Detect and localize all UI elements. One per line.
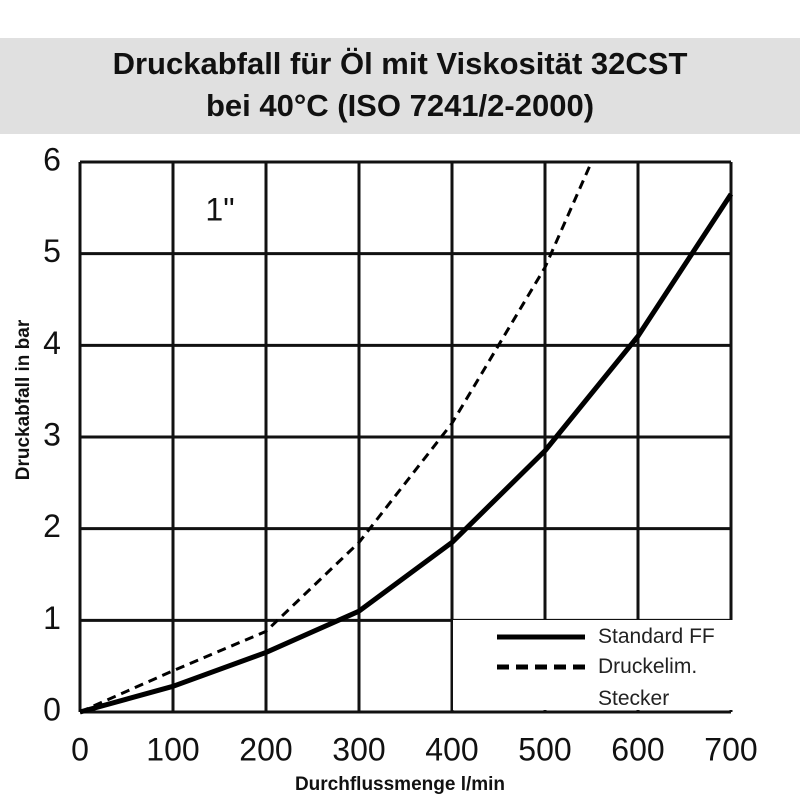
legend-label: Standard FF [598,625,715,648]
x-tick-label: 200 [239,731,292,767]
annotation: 1" [205,191,234,227]
title-band [0,38,800,134]
y-tick-label: 4 [43,325,61,361]
x-tick-label: 100 [146,731,199,767]
x-axis-label: Durchflussmenge l/min [295,774,505,795]
x-tick-label: 0 [71,731,89,767]
y-axis-label: Druckabfall in bar [13,319,34,480]
y-tick-label: 5 [43,233,61,269]
x-tick-label: 600 [611,731,664,767]
line [79,192,734,715]
y-tick-label: 0 [43,691,61,727]
y-tick-label: 3 [43,416,61,452]
x-tick-label: 700 [704,731,757,767]
x-tick-label: 400 [425,731,478,767]
y-tick-label: 1 [43,600,61,636]
legend-label: Druckelim. Stecker [598,655,697,710]
y-tick-label: 6 [43,141,61,177]
chart-title: Druckabfall für Öl mit Viskosität 32CST [113,46,688,81]
x-tick-label: 500 [518,731,571,767]
x-tick-label: 300 [332,731,385,767]
chart-subtitle: bei 40°C (ISO 7241/2-2000) [206,88,594,123]
y-tick-label: 2 [43,508,61,544]
line [79,161,593,714]
